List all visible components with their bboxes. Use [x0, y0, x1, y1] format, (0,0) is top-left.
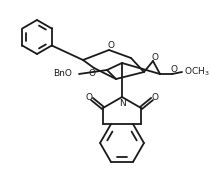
Text: BnO: BnO: [53, 69, 72, 78]
Text: N: N: [119, 99, 125, 108]
Text: O: O: [151, 53, 159, 62]
Text: O: O: [88, 69, 96, 78]
Text: OCH$_3$: OCH$_3$: [184, 66, 210, 78]
Text: O: O: [151, 93, 159, 102]
Text: O: O: [171, 66, 177, 75]
Text: O: O: [85, 93, 92, 102]
Text: O: O: [108, 42, 114, 51]
